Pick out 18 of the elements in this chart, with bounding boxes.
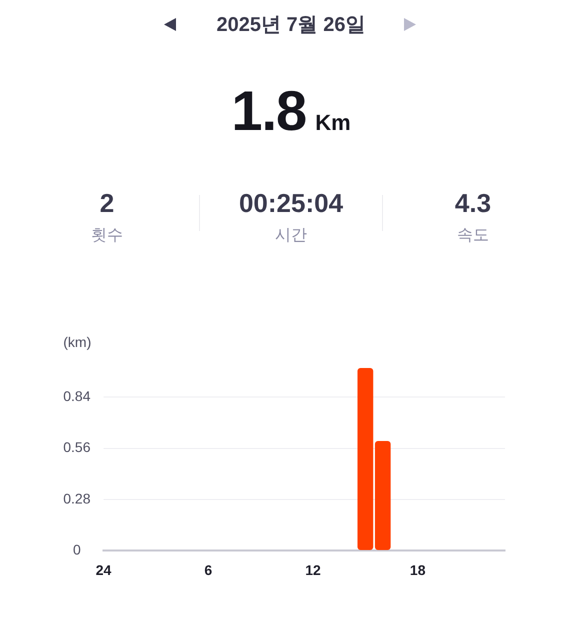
text: 00:25:04 [238, 188, 344, 218]
y-tick-label: 0.28 [63, 490, 91, 506]
text: 시간 [275, 227, 307, 244]
y-tick-label: 0.56 [63, 439, 91, 456]
text: 속도 [457, 227, 489, 244]
x-tick-label: 12 [305, 562, 321, 578]
chart-title: 2025년 7월 26일 [216, 14, 366, 36]
x-tick-label: 18 [410, 562, 426, 578]
text: 2 [100, 188, 114, 218]
x-tick-label: 24 [96, 562, 112, 578]
text: 1.8 [231, 79, 306, 142]
x-tick-label: 6 [204, 562, 212, 578]
text: Km [315, 110, 351, 135]
y-tick-label: 0 [72, 541, 81, 558]
text: 횟수 [91, 227, 123, 244]
y-axis-title: (km) [63, 334, 92, 350]
y-tick-label: 0.84 [63, 388, 91, 404]
text: 4.3 [454, 188, 492, 218]
